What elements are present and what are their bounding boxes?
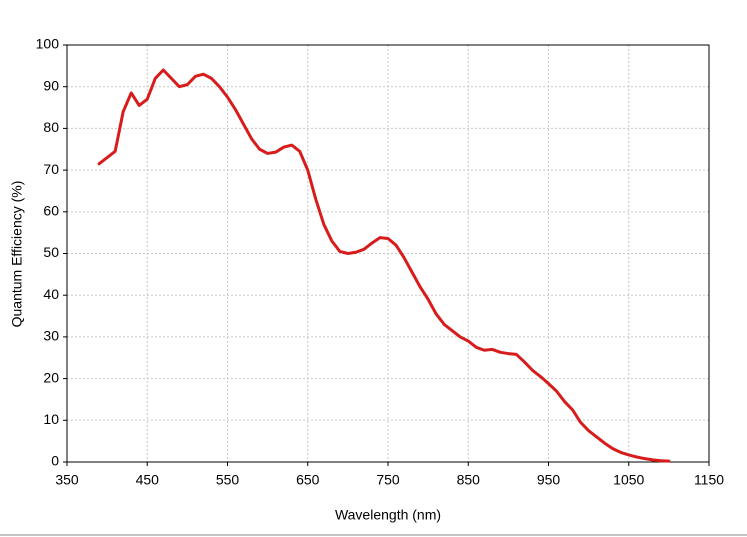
x-tick-label: 1150	[694, 472, 724, 488]
y-tick-label: 100	[36, 36, 60, 52]
plot-frame	[66, 44, 710, 463]
y-tick-label: 50	[43, 244, 59, 260]
data-line	[97, 68, 671, 463]
y-tick-label: 20	[43, 369, 59, 385]
y-axis-title: Quantum Efficiency (%)	[9, 181, 25, 328]
y-tick-label: 30	[43, 328, 59, 344]
x-tick-label: 350	[55, 472, 79, 488]
x-tick-label: 850	[457, 472, 481, 488]
y-tick-label: 0	[51, 453, 59, 469]
y-tick-label: 10	[43, 411, 59, 427]
y-tick-label: 80	[43, 119, 59, 135]
x-tick-label: 550	[216, 472, 240, 488]
x-axis-title: Wavelength (nm)	[335, 507, 441, 523]
x-tick-label: 450	[136, 472, 160, 488]
x-tick-label: 750	[376, 472, 400, 488]
x-tick-label: 1050	[613, 472, 644, 488]
y-tick-label: 70	[43, 161, 59, 177]
y-tick-label: 90	[43, 77, 59, 93]
y-tick-label: 40	[43, 286, 59, 302]
x-tick-label: 950	[537, 472, 561, 488]
x-tick-label: 650	[296, 472, 320, 488]
y-tick-label: 60	[43, 203, 59, 219]
